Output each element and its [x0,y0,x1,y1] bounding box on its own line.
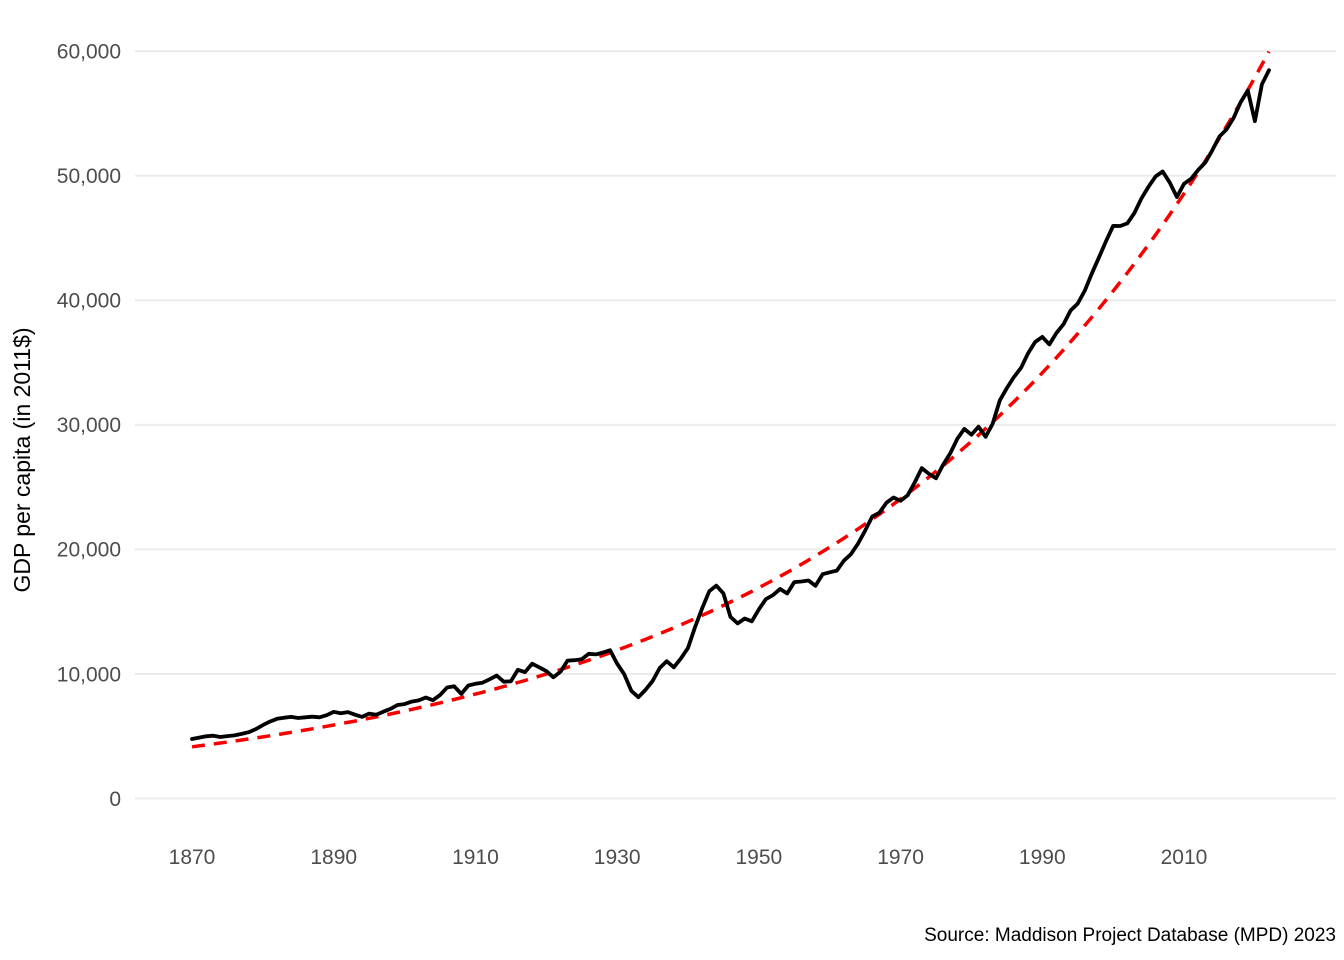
x-tick-label: 1870 [169,846,216,869]
gridlines [135,50,1336,800]
y-tick-label: 10,000 [57,663,121,686]
x-tick-label: 1970 [877,846,924,869]
y-tick-label: 0 [109,788,121,811]
gdp-line [190,68,1271,741]
x-tick-label: 2010 [1161,846,1208,869]
source-caption: Source: Maddison Project Database (MPD) … [924,925,1336,946]
x-tick-label: 1950 [735,846,782,869]
y-axis-title: GDP per capita (in 2011$) [9,327,35,592]
y-tick-label: 60,000 [57,41,121,64]
x-tick-label: 1910 [452,846,499,869]
x-tick-label: 1930 [594,846,641,869]
trend-line [191,50,1271,749]
x-axis-tick-labels: 1870 1890 1910 1930 1950 1970 1990 2010 [169,846,1208,869]
y-tick-label: 20,000 [57,539,121,562]
y-axis-tick-labels: 0 10,000 20,000 30,000 40,000 50,000 60,000 [57,41,121,811]
x-tick-label: 1890 [310,846,357,869]
y-tick-label: 40,000 [57,290,121,313]
y-tick-label: 50,000 [57,165,121,188]
y-tick-label: 30,000 [57,414,121,437]
x-tick-label: 1990 [1019,846,1066,869]
